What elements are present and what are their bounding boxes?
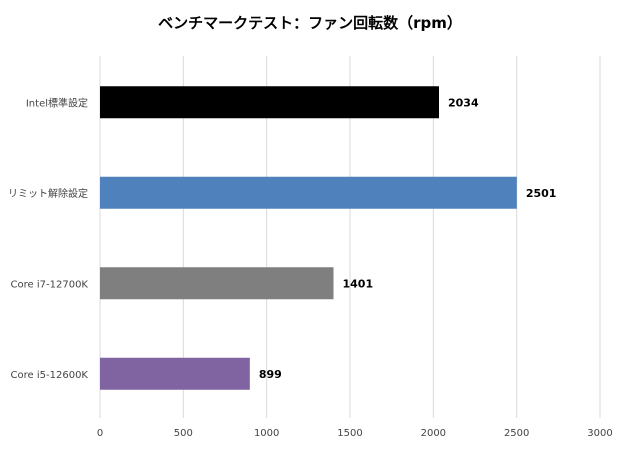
data-label: 899 [259,368,282,381]
grid-lines [99,56,601,418]
chart-title: ベンチマークテスト：ファン回転数（rpm） [158,14,462,32]
bar [100,176,517,209]
x-tick-label: 0 [97,428,103,439]
category-label: Core i7-12700K [11,279,89,290]
data-label: 1401 [343,277,374,290]
labels: 0 500 1000 1500 2000 2500 3000 Intel標準設定 2034 リミッ… [8,96,613,439]
x-tick-label: 2000 [421,428,446,439]
bar [100,86,439,119]
x-tick-label: 1500 [337,428,362,439]
data-label: 2034 [448,96,479,109]
x-tick-label: 2500 [504,428,529,439]
category-label: Core i5-12600K [11,370,89,381]
bar [100,267,334,300]
x-tick-label: 1000 [254,428,279,439]
category-label: リミット解除設定 [8,187,88,200]
data-label: 2501 [526,187,557,200]
bars [100,86,517,390]
x-tick-label: 3000 [587,428,612,439]
category-label: Intel標準設定 [26,96,88,109]
bar [100,357,250,390]
x-tick-label: 500 [174,428,193,439]
